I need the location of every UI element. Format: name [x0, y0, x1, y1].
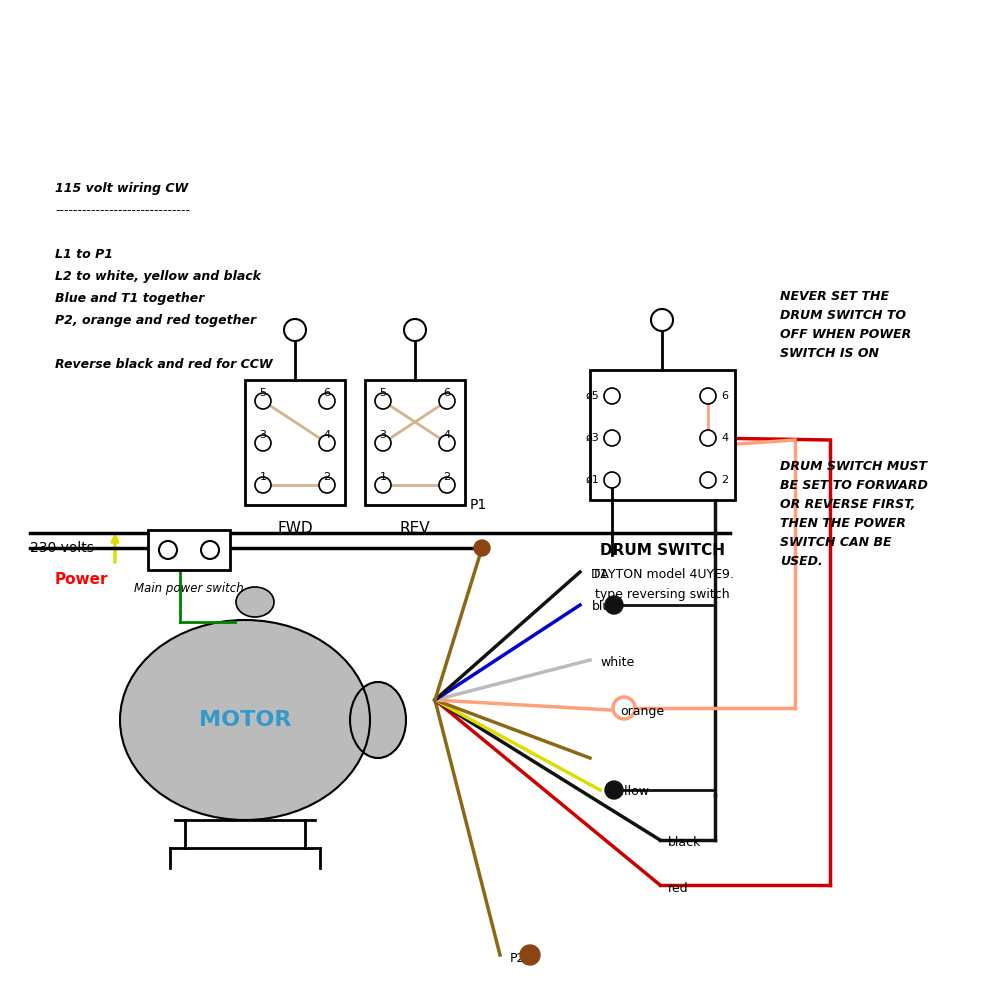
- Text: 4: 4: [721, 433, 728, 443]
- Text: P2: P2: [510, 952, 525, 964]
- Circle shape: [604, 388, 620, 404]
- Text: ø3: ø3: [585, 433, 599, 443]
- Text: 4: 4: [323, 430, 331, 440]
- Bar: [365, 380, 465, 505]
- Text: 2: 2: [443, 472, 451, 482]
- Text: 2: 2: [721, 475, 728, 485]
- Text: orange: orange: [620, 706, 664, 718]
- Circle shape: [319, 393, 335, 409]
- Text: MOTOR: MOTOR: [199, 710, 291, 730]
- Text: 6: 6: [444, 388, 450, 398]
- Text: P2, orange and red together: P2, orange and red together: [55, 314, 256, 327]
- Bar: [245, 380, 345, 505]
- Circle shape: [520, 945, 540, 965]
- Text: Power: Power: [55, 572, 108, 587]
- Circle shape: [439, 393, 455, 409]
- Text: 1: 1: [380, 472, 386, 482]
- Text: Blue and T1 together: Blue and T1 together: [55, 292, 204, 305]
- Text: 5: 5: [260, 388, 266, 398]
- Text: 2: 2: [323, 472, 331, 482]
- Text: T1: T1: [592, 568, 608, 580]
- Circle shape: [700, 388, 716, 404]
- Text: red: red: [668, 882, 689, 894]
- Text: P1: P1: [470, 498, 487, 512]
- Text: 5: 5: [380, 388, 386, 398]
- Circle shape: [319, 435, 335, 451]
- Circle shape: [700, 430, 716, 446]
- Circle shape: [651, 309, 673, 331]
- Circle shape: [700, 472, 716, 488]
- Text: DAYTON model 4UYE9.: DAYTON model 4UYE9.: [591, 568, 733, 581]
- Circle shape: [255, 393, 271, 409]
- Bar: [590, 370, 735, 500]
- Text: 6: 6: [324, 388, 330, 398]
- Text: REV: REV: [400, 521, 430, 536]
- Text: blue: blue: [592, 600, 619, 613]
- Circle shape: [375, 393, 391, 409]
- Text: ------------------------------: ------------------------------: [55, 204, 190, 217]
- Ellipse shape: [350, 682, 406, 758]
- Circle shape: [605, 781, 623, 799]
- Ellipse shape: [236, 587, 274, 617]
- Text: DRUM SWITCH: DRUM SWITCH: [600, 543, 724, 558]
- Text: type reversing switch: type reversing switch: [595, 588, 729, 601]
- Circle shape: [375, 477, 391, 493]
- Circle shape: [439, 477, 455, 493]
- Circle shape: [375, 435, 391, 451]
- Text: 6: 6: [721, 391, 728, 401]
- Text: 230 volts: 230 volts: [30, 541, 94, 555]
- Circle shape: [605, 596, 623, 614]
- Text: black: black: [668, 836, 701, 848]
- Text: 4: 4: [443, 430, 451, 440]
- Text: 115 volt wiring CW: 115 volt wiring CW: [55, 182, 188, 195]
- Circle shape: [319, 477, 335, 493]
- Text: white: white: [600, 656, 634, 668]
- Text: 3: 3: [260, 430, 266, 440]
- Text: 1: 1: [260, 472, 266, 482]
- Circle shape: [284, 319, 306, 341]
- Circle shape: [604, 472, 620, 488]
- Circle shape: [201, 541, 219, 559]
- Circle shape: [159, 541, 177, 559]
- Circle shape: [255, 477, 271, 493]
- Text: L2 to white, yellow and black: L2 to white, yellow and black: [55, 270, 261, 283]
- Text: NEVER SET THE
DRUM SWITCH TO
OFF WHEN POWER
SWITCH IS ON: NEVER SET THE DRUM SWITCH TO OFF WHEN PO…: [780, 290, 911, 360]
- Text: yellow: yellow: [610, 786, 650, 798]
- Text: 3: 3: [380, 430, 386, 440]
- Circle shape: [604, 430, 620, 446]
- Text: ø5: ø5: [585, 391, 599, 401]
- Text: Reverse black and red for CCW: Reverse black and red for CCW: [55, 358, 273, 371]
- Ellipse shape: [120, 620, 370, 820]
- Text: ø1: ø1: [585, 475, 599, 485]
- Text: L1 to P1: L1 to P1: [55, 248, 113, 261]
- Text: DRUM SWITCH MUST
BE SET TO FORWARD
OR REVERSE FIRST,
THEN THE POWER
SWITCH CAN B: DRUM SWITCH MUST BE SET TO FORWARD OR RE…: [780, 460, 928, 568]
- Circle shape: [255, 435, 271, 451]
- Circle shape: [439, 435, 455, 451]
- Circle shape: [404, 319, 426, 341]
- Text: Main power switch: Main power switch: [134, 582, 244, 595]
- Bar: [148, 530, 230, 570]
- Circle shape: [474, 540, 490, 556]
- Text: FWD: FWD: [277, 521, 313, 536]
